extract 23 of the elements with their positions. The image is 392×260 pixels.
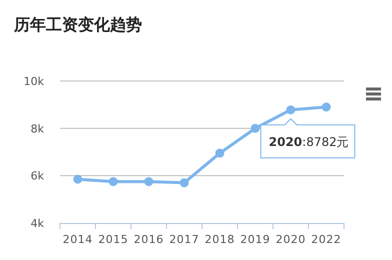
- chart-title: 历年工资变化趋势: [13, 15, 142, 34]
- annotation: 2020:8782元: [268, 134, 349, 149]
- y-tick-label: 8k: [30, 122, 45, 136]
- point: [215, 148, 224, 158]
- point: [322, 102, 331, 112]
- x-tick-label: 2015: [98, 233, 128, 246]
- y-tick-label: 4k: [30, 217, 45, 230]
- tooltip: 2020:8782元: [260, 118, 356, 158]
- y-tick-label: 10k: [24, 75, 45, 88]
- point: [250, 124, 260, 133]
- point: [180, 178, 189, 188]
- x-tick-label: 2014: [62, 233, 93, 246]
- x-tick-label: 2018: [204, 233, 235, 246]
- x-tick-label: 2017: [169, 233, 200, 246]
- point: [73, 174, 82, 184]
- point: [144, 177, 154, 186]
- y-tick-label: 6k: [30, 170, 45, 183]
- x-tick-label: 2016: [134, 233, 164, 246]
- point: [108, 177, 118, 186]
- x-tick-label: 2020: [276, 233, 306, 246]
- point: [286, 105, 296, 114]
- x-tick-label: 2019: [240, 233, 270, 246]
- x-tick-label: 2022: [311, 233, 342, 246]
